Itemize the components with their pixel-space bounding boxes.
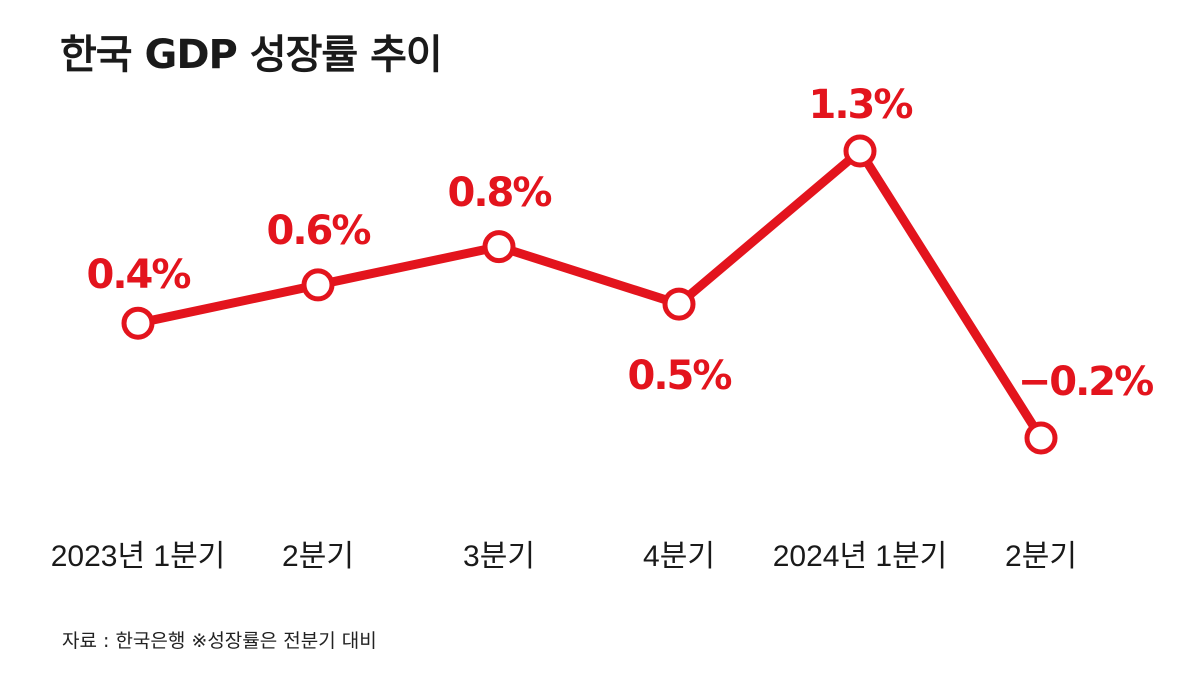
data-point <box>482 230 516 264</box>
x-tick-label: 2024년 1분기 <box>773 540 948 573</box>
data-point <box>121 306 155 340</box>
chart-title: 한국 GDP 성장률 추이 <box>60 32 443 78</box>
x-tick-label: 2023년 1분기 <box>51 540 226 573</box>
data-point <box>301 268 335 302</box>
data-label: 1.3% <box>809 82 913 128</box>
x-tick-label: 4분기 <box>643 540 715 573</box>
data-point <box>843 134 877 168</box>
x-tick-label: 2분기 <box>1005 540 1077 573</box>
series-line <box>133 146 1046 443</box>
data-label: 0.5% <box>628 353 732 399</box>
data-point <box>1024 421 1058 455</box>
data-label: 0.6% <box>267 208 371 254</box>
data-label: 0.4% <box>87 252 191 298</box>
data-point <box>662 287 696 321</box>
x-tick-label: 3분기 <box>463 540 535 573</box>
data-label: 0.8% <box>448 170 552 216</box>
data-label: −0.2% <box>1018 359 1153 405</box>
x-tick-label: 2분기 <box>282 540 354 573</box>
source-note: 자료 : 한국은행 ※성장률은 전분기 대비 <box>62 630 377 652</box>
